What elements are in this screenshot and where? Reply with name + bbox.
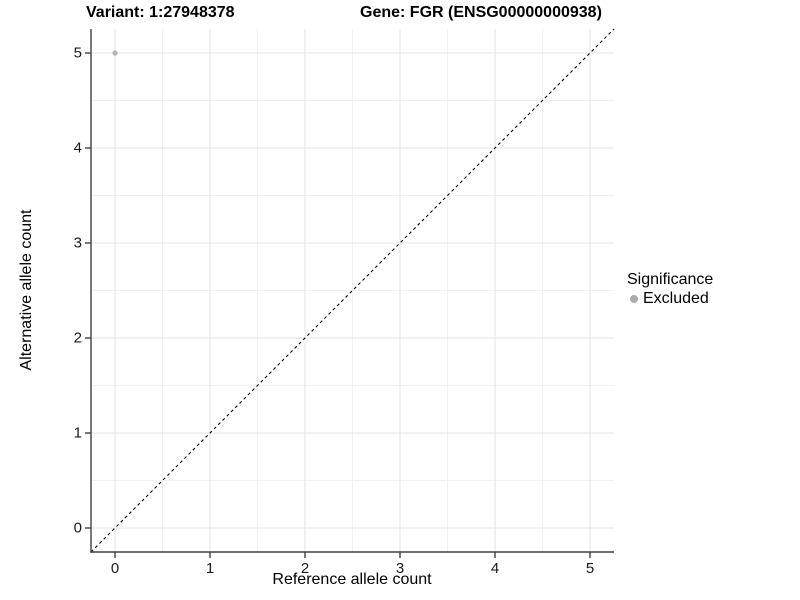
x-tick-label: 2 [300,560,310,577]
y-tick-label: 4 [73,139,82,157]
data-point [112,50,118,56]
x-tick-label: 5 [585,560,595,577]
plot-title-variant: Variant: 1:27948378 [86,4,235,21]
legend-point-icon [630,295,638,303]
legend: Significance Excluded [627,271,713,308]
plot-title-gene: Gene: FGR (ENSG00000000938) [360,4,602,21]
x-tick-label: 1 [205,560,215,577]
legend-item-excluded: Excluded [627,290,713,308]
y-tick-label: 0 [73,519,82,537]
x-tick-label: 3 [395,560,405,577]
x-tick-label: 0 [110,560,120,577]
y-tick-label: 5 [73,44,82,62]
y-tick-label: 1 [73,424,82,442]
x-tick-label: 4 [490,560,500,577]
y-axis-title: Alternative allele count [18,209,35,371]
y-tick-label: 3 [73,234,82,252]
legend-title: Significance [627,271,714,288]
y-tick-label: 2 [73,329,82,347]
legend-item-label: Excluded [643,290,709,307]
x-axis-title: Reference allele count [272,571,432,588]
